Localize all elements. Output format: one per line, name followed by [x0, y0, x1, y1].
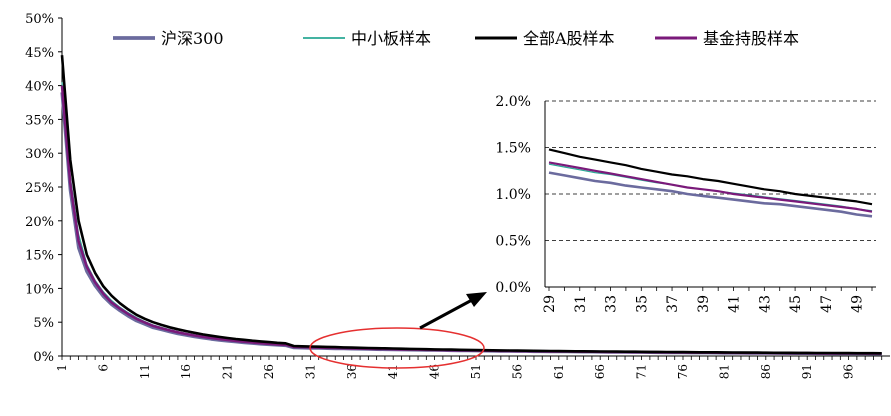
y-tick-label: 5% [33, 316, 54, 331]
inset-x-tick-label: 43 [757, 295, 773, 313]
inset-y-tick-label: 2.0% [495, 94, 531, 110]
x-tick-label: 41 [386, 364, 400, 379]
x-tick-label: 11 [138, 364, 152, 379]
inset-y-tick-label: 1.5% [495, 141, 531, 157]
inset-x-tick-label: 31 [573, 295, 589, 313]
inset-series-line-3 [548, 148, 873, 206]
x-tick-label: 21 [221, 364, 235, 379]
x-tick-label: 31 [303, 364, 317, 379]
x-tick-label: 96 [842, 364, 856, 379]
legend-label: 中小板样本 [351, 29, 431, 48]
x-tick-label: 26 [262, 364, 276, 379]
y-tick-label: 50% [25, 12, 54, 27]
inset-x-tick-label: 37 [665, 295, 681, 313]
y-tick-label: 45% [25, 46, 54, 61]
inset-x-tick-label: 47 [819, 295, 835, 313]
x-tick-label: 6 [96, 364, 110, 372]
x-tick-label: 71 [635, 364, 649, 379]
highlight-ellipse [309, 327, 485, 369]
legend-label: 基金持股样本 [703, 29, 799, 48]
inset-y-tick-label: 1.0% [495, 187, 531, 203]
y-tick-label: 30% [25, 147, 54, 162]
inset-x-tick-label: 45 [788, 295, 804, 313]
inset-x-tick-label: 35 [634, 295, 650, 313]
inset-x-tick-label: 33 [604, 295, 620, 313]
x-tick-label: 1 [55, 364, 69, 372]
inset-series-line-1 [548, 171, 873, 218]
arrow-shaft [419, 298, 473, 330]
inset-y-tick-label: 0.0% [495, 280, 531, 296]
legend-label: 全部A股样本 [523, 29, 615, 48]
x-tick-label: 51 [469, 364, 483, 379]
y-tick-label: 20% [25, 215, 54, 230]
inset-x-tick-label: 41 [727, 295, 743, 313]
x-tick-label: 66 [593, 364, 607, 379]
inset-x-tick-label: 29 [542, 295, 558, 313]
x-tick-label: 56 [510, 364, 524, 379]
y-tick-label: 25% [25, 181, 54, 196]
inset-series-line-4 [548, 161, 873, 213]
x-tick-label: 61 [552, 364, 566, 379]
x-tick-label: 36 [345, 364, 359, 379]
x-tick-label: 81 [717, 364, 731, 379]
y-tick-label: 40% [25, 80, 54, 95]
x-tick-label: 86 [759, 364, 773, 379]
y-tick-label: 35% [25, 113, 54, 128]
y-tick-label: 15% [25, 249, 54, 264]
inset-y-tick-label: 0.5% [495, 234, 531, 250]
x-tick-label: 76 [676, 364, 690, 379]
series-line-3 [60, 55, 882, 355]
inset-x-tick-label: 39 [696, 295, 712, 313]
y-tick-label: 0% [33, 350, 54, 365]
arrow-head [466, 292, 487, 307]
legend-label: 沪深300 [161, 29, 224, 48]
x-tick-label: 91 [800, 364, 814, 379]
x-tick-label: 46 [428, 364, 442, 379]
y-tick-label: 10% [25, 282, 54, 297]
inset-x-tick-label: 49 [850, 295, 866, 313]
x-tick-label: 16 [179, 364, 193, 379]
